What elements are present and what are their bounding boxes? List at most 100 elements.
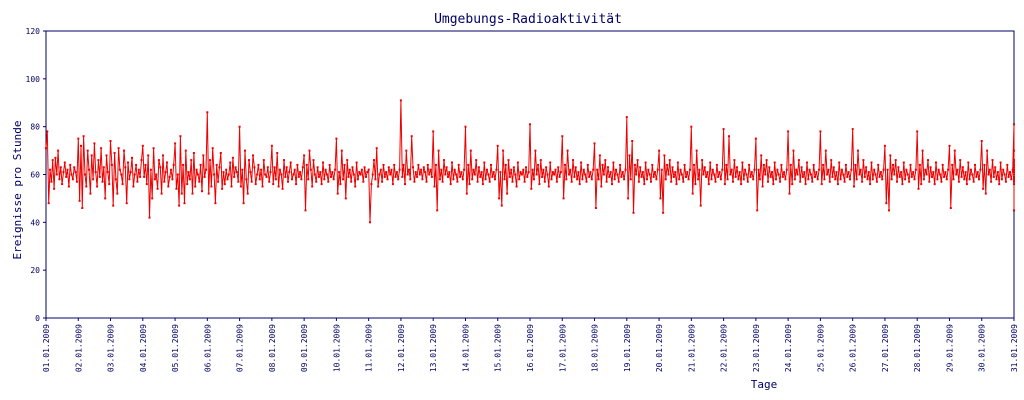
data-point bbox=[616, 173, 619, 176]
data-point bbox=[733, 159, 736, 162]
data-point bbox=[742, 178, 745, 181]
data-point bbox=[373, 159, 375, 162]
data-point bbox=[55, 173, 58, 176]
data-point bbox=[258, 178, 261, 181]
data-point bbox=[248, 159, 250, 162]
data-point bbox=[988, 168, 991, 171]
data-point bbox=[602, 173, 605, 176]
data-point bbox=[432, 130, 435, 133]
data-point bbox=[818, 168, 821, 171]
data-point bbox=[281, 187, 284, 190]
data-point bbox=[278, 168, 281, 171]
data-point bbox=[827, 168, 830, 171]
data-point bbox=[291, 178, 293, 181]
data-point bbox=[830, 159, 833, 162]
data-point bbox=[58, 178, 61, 181]
data-point bbox=[268, 180, 271, 183]
data-point bbox=[991, 159, 994, 162]
data-point bbox=[734, 175, 737, 178]
data-point bbox=[473, 173, 476, 176]
data-point bbox=[978, 178, 980, 181]
data-point bbox=[354, 185, 357, 188]
data-point bbox=[508, 175, 511, 178]
data-point bbox=[643, 183, 646, 186]
data-point bbox=[149, 168, 152, 171]
data-point bbox=[737, 178, 740, 181]
data-point bbox=[479, 175, 482, 178]
x-tick-label: 13.01.2009 bbox=[429, 324, 438, 372]
data-point bbox=[820, 183, 823, 186]
data-point bbox=[549, 161, 552, 164]
data-point bbox=[455, 173, 458, 176]
data-point bbox=[225, 168, 228, 171]
data-point bbox=[842, 173, 845, 176]
data-point bbox=[123, 149, 125, 152]
data-point bbox=[182, 163, 185, 166]
data-point bbox=[854, 163, 857, 166]
data-point bbox=[554, 168, 557, 171]
data-point bbox=[570, 180, 573, 183]
data-point bbox=[885, 202, 888, 205]
data-point bbox=[828, 180, 831, 183]
data-point bbox=[783, 171, 786, 174]
data-point bbox=[840, 168, 843, 171]
data-point bbox=[57, 149, 60, 152]
data-point bbox=[605, 180, 608, 183]
data-point bbox=[277, 185, 280, 188]
data-point bbox=[305, 163, 308, 166]
data-point bbox=[672, 175, 675, 178]
data-point bbox=[970, 168, 972, 171]
data-point bbox=[420, 168, 423, 171]
data-point bbox=[62, 171, 65, 174]
data-point bbox=[784, 178, 787, 181]
data-point bbox=[738, 171, 741, 174]
data-point bbox=[140, 159, 143, 162]
x-tick-label: 29.01.2009 bbox=[945, 324, 954, 372]
data-point bbox=[547, 185, 550, 188]
data-point bbox=[534, 149, 537, 152]
data-point bbox=[260, 168, 263, 171]
chart-title: Umgebungs-Radioaktivität bbox=[434, 12, 622, 27]
data-point bbox=[564, 163, 566, 166]
data-point bbox=[434, 163, 437, 166]
data-point bbox=[308, 149, 311, 152]
data-point bbox=[722, 128, 725, 131]
data-point bbox=[139, 175, 142, 178]
data-point bbox=[518, 178, 521, 181]
data-point bbox=[444, 173, 447, 176]
data-point bbox=[252, 154, 254, 157]
data-point bbox=[972, 180, 975, 183]
data-point bbox=[844, 163, 847, 166]
data-point bbox=[1013, 168, 1015, 171]
data-point bbox=[768, 166, 771, 169]
data-point bbox=[877, 163, 880, 166]
data-point bbox=[650, 180, 652, 183]
data-point bbox=[137, 168, 140, 171]
data-point bbox=[1013, 183, 1015, 186]
data-point bbox=[953, 149, 956, 152]
data-point bbox=[779, 180, 782, 183]
data-point bbox=[179, 135, 182, 138]
data-point bbox=[617, 180, 620, 183]
data-point bbox=[241, 168, 244, 171]
data-point bbox=[117, 147, 120, 150]
data-point bbox=[892, 163, 894, 166]
data-point bbox=[525, 166, 527, 169]
data-point bbox=[254, 183, 257, 186]
data-point bbox=[705, 175, 708, 178]
data-point bbox=[108, 183, 111, 186]
data-point bbox=[483, 161, 486, 164]
data-point bbox=[371, 173, 374, 176]
data-point bbox=[237, 180, 240, 183]
data-point bbox=[264, 173, 267, 176]
data-point bbox=[533, 178, 535, 181]
data-point bbox=[132, 185, 135, 188]
data-point bbox=[725, 163, 728, 166]
data-point bbox=[172, 163, 175, 166]
data-point bbox=[685, 175, 687, 178]
data-point bbox=[667, 173, 670, 176]
data-point bbox=[632, 211, 635, 214]
data-point bbox=[624, 168, 627, 171]
data-point bbox=[500, 204, 503, 207]
data-point bbox=[326, 173, 328, 176]
